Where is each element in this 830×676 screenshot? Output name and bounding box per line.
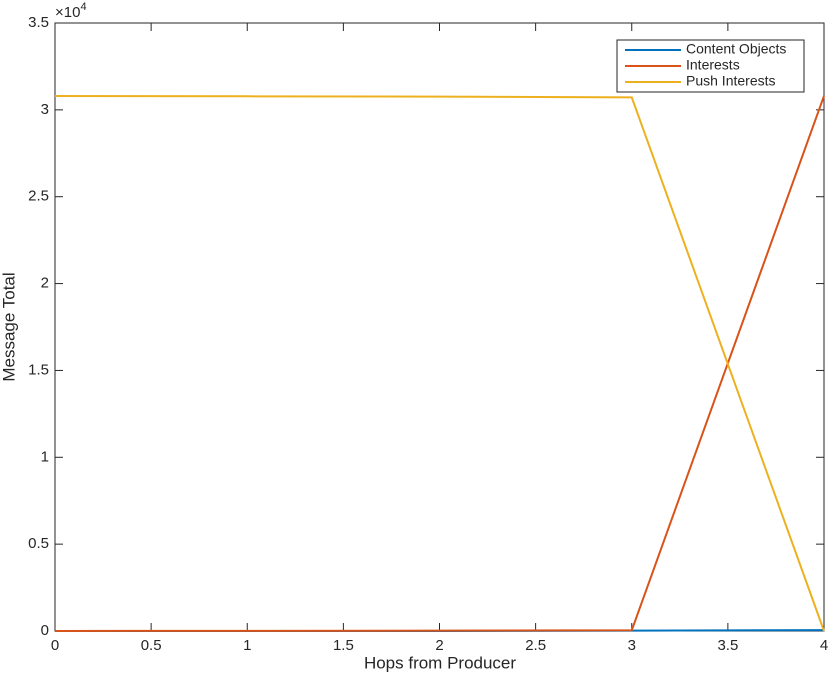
legend-box: [616, 39, 805, 93]
plot-area: [54, 22, 825, 632]
exponent-power: 4: [80, 1, 86, 13]
y-tick-label: 0: [41, 622, 49, 639]
x-tick-label: 1: [243, 637, 251, 654]
y-tick-label: 0.5: [28, 535, 49, 552]
y-tick-label: 2.5: [28, 188, 49, 205]
x-tick-label: 0: [51, 637, 59, 654]
y-tick-label: 3: [41, 101, 49, 118]
x-tick-label: 0.5: [141, 637, 162, 654]
legend-label: Content Objects: [686, 41, 786, 57]
x-tick-label: 4: [820, 637, 828, 654]
x-tick-label: 3: [628, 637, 636, 654]
y-tick-label: 2: [41, 275, 49, 292]
x-tick-label: 2: [435, 637, 443, 654]
y-exponent: ×104: [55, 1, 87, 21]
legend-label: Push Interests: [686, 73, 776, 89]
exponent-base: ×10: [55, 4, 80, 21]
series-line: [54, 94, 825, 632]
x-tick-label: 2.5: [525, 637, 546, 654]
x-axis-label: Hops from Producer: [364, 653, 516, 672]
y-tick-label: 1.5: [28, 361, 49, 378]
x-tick-label: 1.5: [333, 637, 354, 654]
legend-label: Interests: [686, 57, 740, 73]
y-axis-label: Message Total: [0, 272, 18, 381]
x-tick-label: 3.5: [717, 637, 738, 654]
y-tick-label: 1: [41, 448, 49, 465]
y-tick-label: 3.5: [28, 14, 49, 31]
series-line: [54, 95, 825, 632]
